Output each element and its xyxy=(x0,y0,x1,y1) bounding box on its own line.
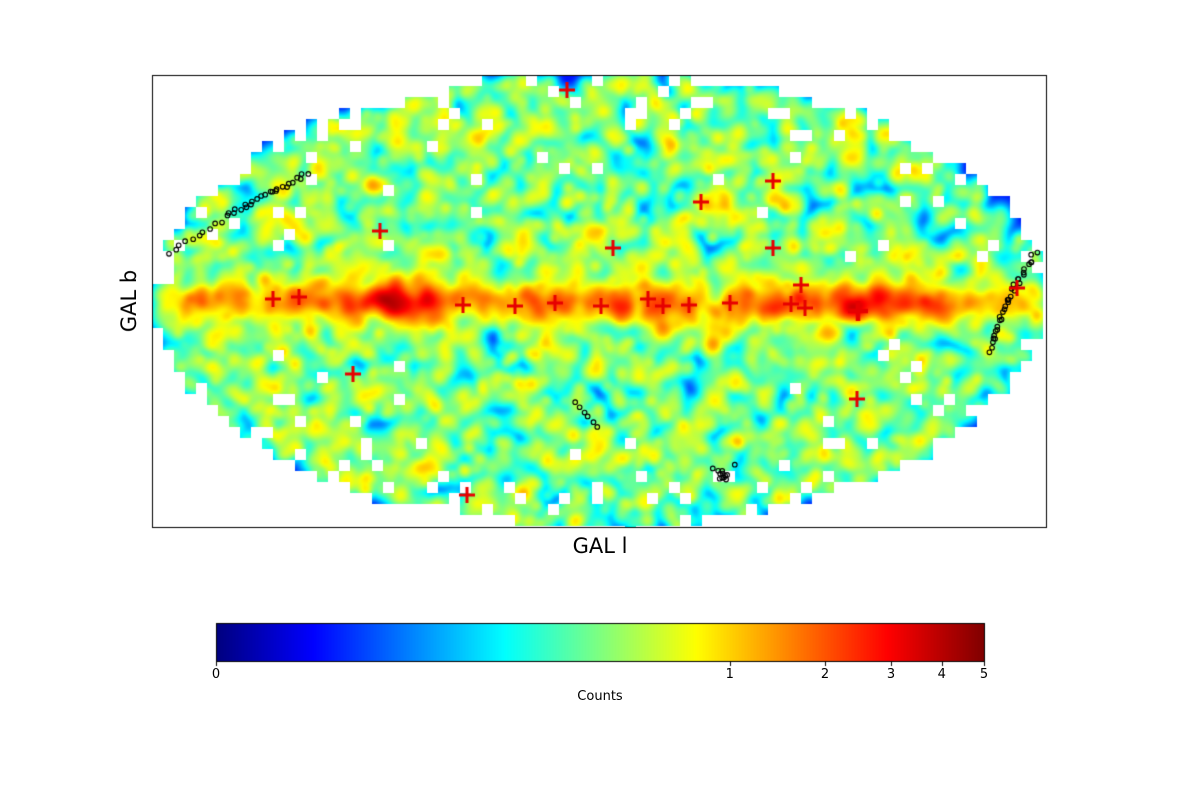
x-axis-label: GAL l xyxy=(572,534,628,558)
colorbar-tick-label: 1 xyxy=(725,667,734,682)
colorbar-tick-label: 4 xyxy=(937,667,946,682)
colorbar-tick-label: 5 xyxy=(979,667,989,682)
colorbar-tick-label: 2 xyxy=(820,667,830,682)
colorbar-tick-label: 0 xyxy=(211,667,221,682)
y-axis-label: GAL b xyxy=(117,269,141,333)
colorbar-label: Counts xyxy=(577,689,623,704)
colorbar-tick-label: 3 xyxy=(886,667,896,682)
